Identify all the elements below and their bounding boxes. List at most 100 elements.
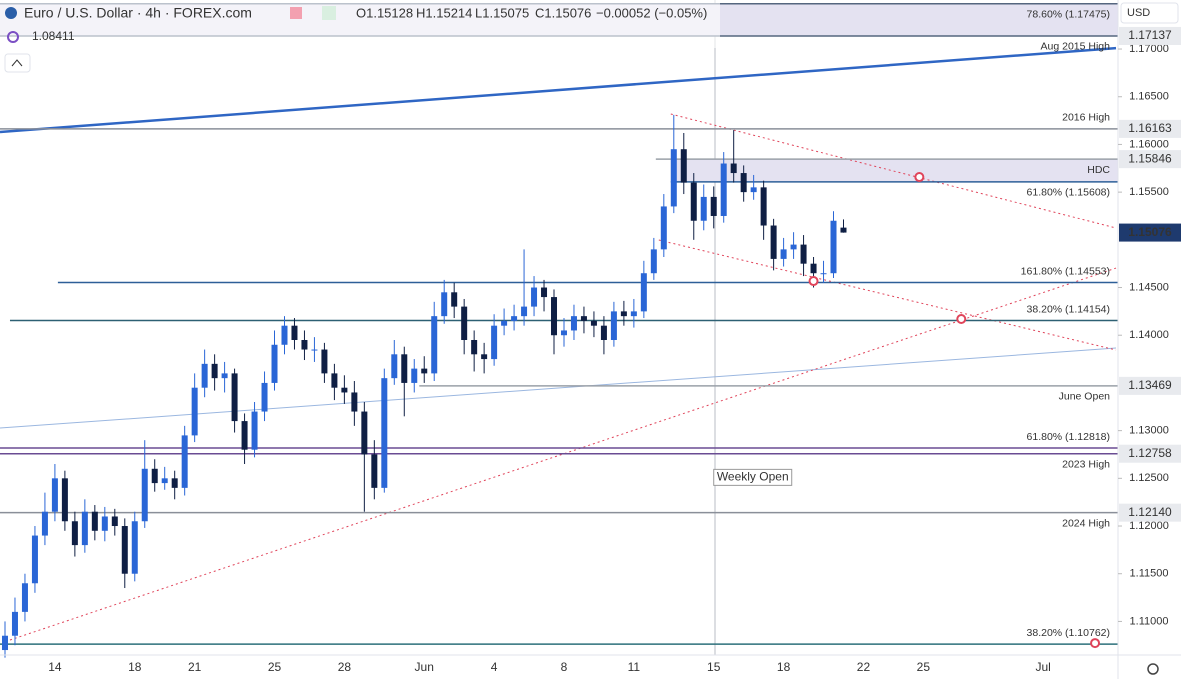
price-tag-label: 1.17137 [1128, 28, 1172, 42]
level-label: June Open [1059, 391, 1111, 403]
level-label: HDC [1087, 164, 1110, 176]
flag-icon[interactable] [290, 7, 302, 19]
price-tag-label: 1.15846 [1128, 151, 1172, 165]
level-label: 161.80% (1.14553) [1021, 265, 1110, 277]
candle-body [750, 187, 757, 193]
candle-body [830, 220, 837, 274]
marker [808, 276, 819, 287]
candle-body [91, 511, 98, 531]
price-tag-label: 1.16163 [1128, 121, 1172, 135]
candle-body [291, 325, 298, 340]
candle-body [570, 316, 577, 331]
candle-body [840, 227, 847, 233]
currency: USD [1127, 7, 1150, 19]
candle-body [401, 354, 408, 383]
candle-body [650, 249, 657, 274]
y-tick-label: 1.14500 [1129, 281, 1169, 293]
candle-body [560, 330, 567, 336]
candle-body [471, 339, 478, 355]
candle-body [511, 316, 518, 321]
level-label: 61.80% (1.12818) [1027, 431, 1110, 443]
level-label: 38.20% (1.14154) [1027, 303, 1110, 315]
candle-body [461, 306, 468, 340]
candle-body [271, 344, 278, 383]
x-tick-label: Jun [415, 660, 434, 674]
marker [914, 172, 925, 183]
candle-body [301, 339, 308, 350]
candle-body [521, 306, 528, 317]
y-tick-label: 1.15500 [1129, 186, 1169, 198]
y-tick-label: 1.11000 [1130, 615, 1169, 627]
y-tick-label: 1.13000 [1129, 425, 1169, 437]
candle-body [11, 611, 18, 636]
candle-body [241, 421, 248, 450]
candle-body [111, 516, 118, 527]
candle-body [161, 478, 168, 484]
candle-body [610, 311, 617, 340]
candle-body [261, 382, 268, 412]
candle-body [231, 373, 238, 422]
y-tick-label: 1.12000 [1129, 520, 1169, 532]
candle-body [371, 454, 378, 488]
x-tick-label: 25 [917, 660, 931, 674]
candle-body [71, 521, 78, 546]
candle-body [451, 292, 458, 307]
symbol-icon [5, 7, 17, 19]
marker [956, 314, 967, 325]
candle-body [481, 354, 488, 360]
candle-body [740, 173, 747, 193]
candle-body [191, 387, 198, 436]
level-label: 2024 High [1062, 517, 1110, 529]
x-tick-label: 25 [268, 660, 282, 674]
x-tick-label: 8 [561, 660, 568, 674]
candle-body [151, 468, 158, 484]
indicator-icon[interactable] [7, 31, 19, 43]
marker [1090, 638, 1101, 649]
candle-body [361, 411, 368, 455]
y-tick-label: 1.14000 [1129, 329, 1169, 341]
candle-body [201, 363, 208, 388]
candle-body [660, 206, 667, 250]
level-label: 2016 High [1062, 112, 1110, 124]
candle-body [810, 263, 817, 274]
settings-button[interactable] [1147, 663, 1159, 675]
level-label: 61.80% (1.15608) [1027, 187, 1110, 199]
price-tag [1119, 503, 1181, 522]
level-label: 2023 High [1062, 458, 1110, 470]
y-tick-label: 1.16000 [1129, 138, 1169, 150]
candle-body [381, 378, 388, 488]
candle-body [1, 635, 8, 651]
candle-body [281, 325, 288, 345]
candle-body [820, 273, 827, 275]
currency-button[interactable] [1120, 2, 1179, 24]
candle-body [61, 478, 68, 522]
candle-body [640, 273, 647, 312]
trendline [670, 113, 1117, 229]
candle-body [181, 435, 188, 488]
candle-body [590, 320, 597, 326]
price-tag [1119, 444, 1181, 463]
price-tag [1119, 376, 1181, 395]
candle-body [700, 196, 707, 221]
candle-body [630, 311, 637, 317]
x-tick-label: 18 [777, 660, 791, 674]
candle-body [800, 244, 807, 264]
collapse-button[interactable] [4, 53, 31, 73]
header-bg [0, 0, 720, 48]
candle-body [680, 149, 687, 183]
trendline [0, 46, 1117, 134]
x-tick-label: 22 [857, 660, 871, 674]
price-tag [1119, 150, 1181, 169]
x-tick-label: 15 [707, 660, 721, 674]
market-icon[interactable] [322, 6, 336, 20]
candle-body [101, 516, 108, 531]
candle-body [541, 287, 548, 298]
candle-body [41, 511, 48, 536]
change: −0.00052 (−0.05%) [596, 5, 707, 20]
candle-body [131, 521, 138, 574]
candle-body [121, 526, 128, 574]
candle-body [411, 368, 418, 383]
candle-body [600, 325, 607, 340]
level-label: Aug 2015 High [1041, 41, 1111, 53]
